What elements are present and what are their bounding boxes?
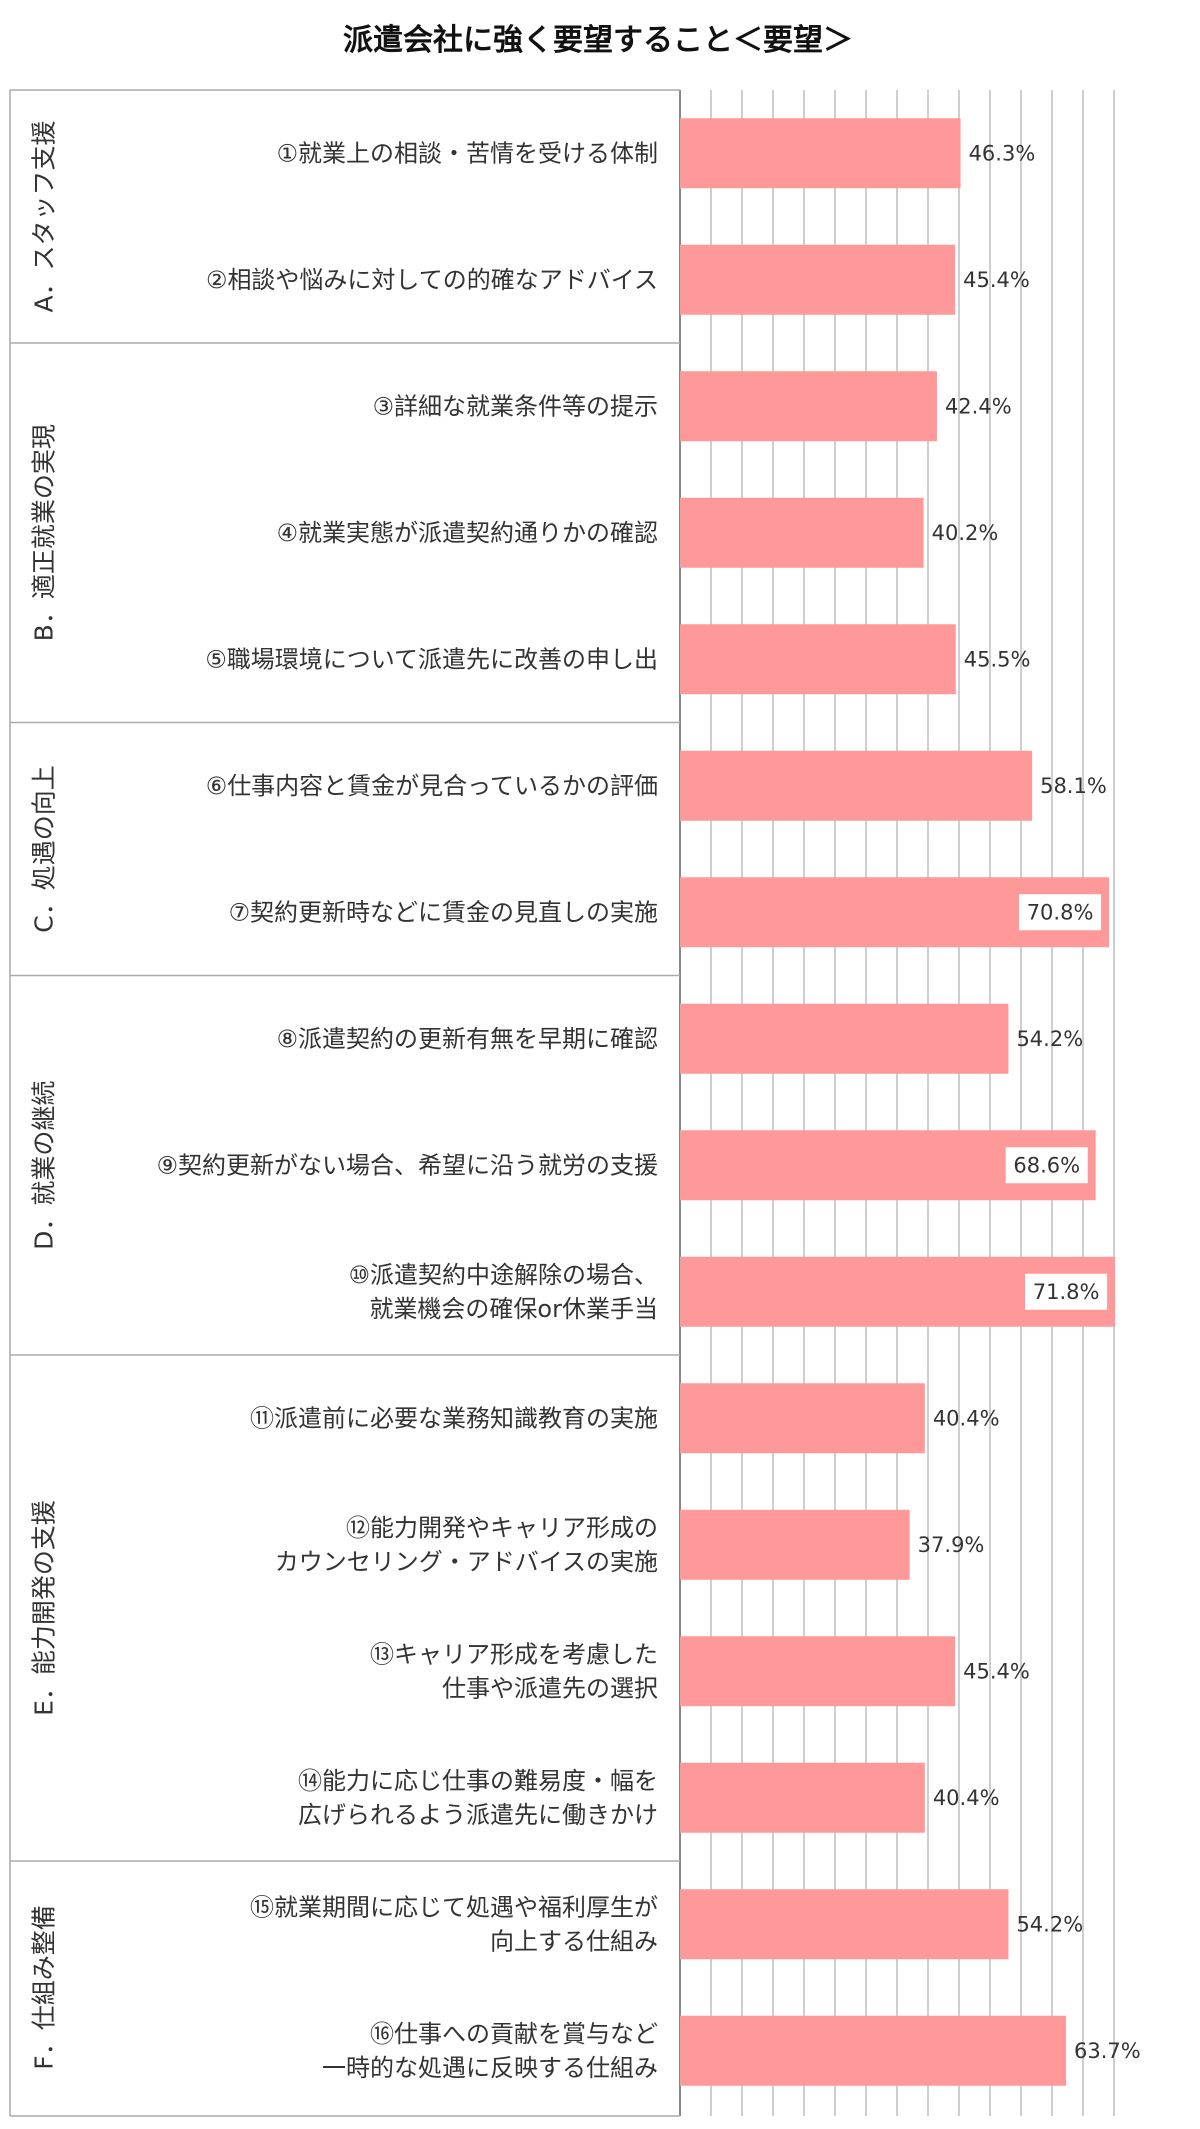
category-label: ②相談や悩みに対しての的確なアドバイス [206,266,658,294]
category-label: ⑬キャリア形成を考慮した [370,1640,658,1668]
bar [680,2015,1067,2086]
category-label: ①就業上の相談・苦情を受ける体制 [276,139,658,167]
value-label: 37.9% [918,1533,985,1557]
bar [680,1509,910,1580]
value-label: 40.4% [933,1786,1000,1810]
bar [680,1636,956,1707]
value-label: 71.8% [1033,1280,1100,1304]
category-label: 向上する仕組み [490,1927,658,1955]
category-label: ⑮就業期間に応じて処遇や福利厚生が [250,1893,658,1921]
value-label: 40.2% [932,521,999,545]
value-label: 54.2% [1016,1027,1083,1051]
value-label: 45.5% [964,647,1031,671]
category-label: 広げられるよう派遣先に働きかけ [298,1801,658,1829]
category-label: 一時的な処遇に反映する仕組み [322,2054,658,2082]
category-label: ⑭能力に応じ仕事の難易度・幅を [298,1767,658,1795]
group-label: F．仕組み整備 [30,1905,59,2069]
bar [680,1762,925,1833]
category-label: ⑦契約更新時などに賃金の見直しの実施 [228,898,658,926]
category-label: 仕事や派遣先の選択 [442,1674,658,1702]
group-label: E．能力開発の支援 [30,1500,59,1716]
value-label: 45.4% [963,268,1030,292]
bar [680,624,956,695]
category-label: ⑩派遣契約中途解除の場合、 [348,1261,658,1289]
value-label-box [1005,1147,1088,1184]
group-label: C．処遇の向上 [30,765,59,932]
bar [680,1383,925,1454]
value-label: 54.2% [1016,1912,1083,1936]
bar [680,244,956,315]
category-label: 就業機会の確保or休業手当 [369,1295,658,1323]
category-label: ⑧派遣契約の更新有無を早期に確認 [276,1025,658,1053]
category-label: ⑯仕事への貢献を賞与など [370,2020,658,2048]
chart-title: 派遣会社に強く要望すること＜要望＞ [343,23,853,58]
value-label: 58.1% [1040,774,1107,798]
bar [680,118,961,189]
category-frame [9,89,681,2117]
value-label: 46.3% [969,141,1036,165]
value-label: 70.8% [1027,900,1094,924]
category-labels: A．スタッフ支援 ①就業上の相談・苦情を受ける体制 ②相談や悩みに対しての的確なアド… [30,120,659,2081]
value-label: 45.4% [963,1659,1030,1683]
bars: 46.3% 45.4% 42.4% 40.2% 45.5% 58.1% 70.8% 54.2%… [680,118,1141,2086]
category-label: ⑤職場環境について派遣先に改善の申し出 [205,645,658,673]
bar [680,1003,1009,1074]
category-label: ④就業実態が派遣契約通りかの確認 [276,519,658,547]
value-label-box [1019,894,1102,931]
category-label: ③詳細な就業条件等の提示 [372,392,658,420]
value-label-box [1025,1273,1108,1310]
bar [680,371,937,442]
category-label: ⑥仕事内容と賃金が見合っているかの評価 [206,772,658,800]
category-label: ⑫能力開発やキャリア形成の [346,1514,658,1542]
value-label: 63.7% [1074,2039,1141,2063]
group-label: A．スタッフ支援 [30,120,59,312]
category-label: ⑪派遣前に必要な業務知識教育の実施 [250,1404,658,1432]
group-label: D．就業の継続 [30,1081,59,1250]
value-label: 40.4% [933,1406,1000,1430]
category-label: カウンセリング・アドバイスの実施 [275,1548,658,1576]
value-label: 42.4% [945,394,1012,418]
bar [680,497,924,568]
bar [680,750,1033,821]
value-label: 68.6% [1013,1153,1080,1177]
bar [680,1889,1009,1960]
group-label: B．適正就業の実現 [30,424,59,641]
category-label: ⑨契約更新がない場合、希望に沿う就労の支援 [156,1151,658,1179]
